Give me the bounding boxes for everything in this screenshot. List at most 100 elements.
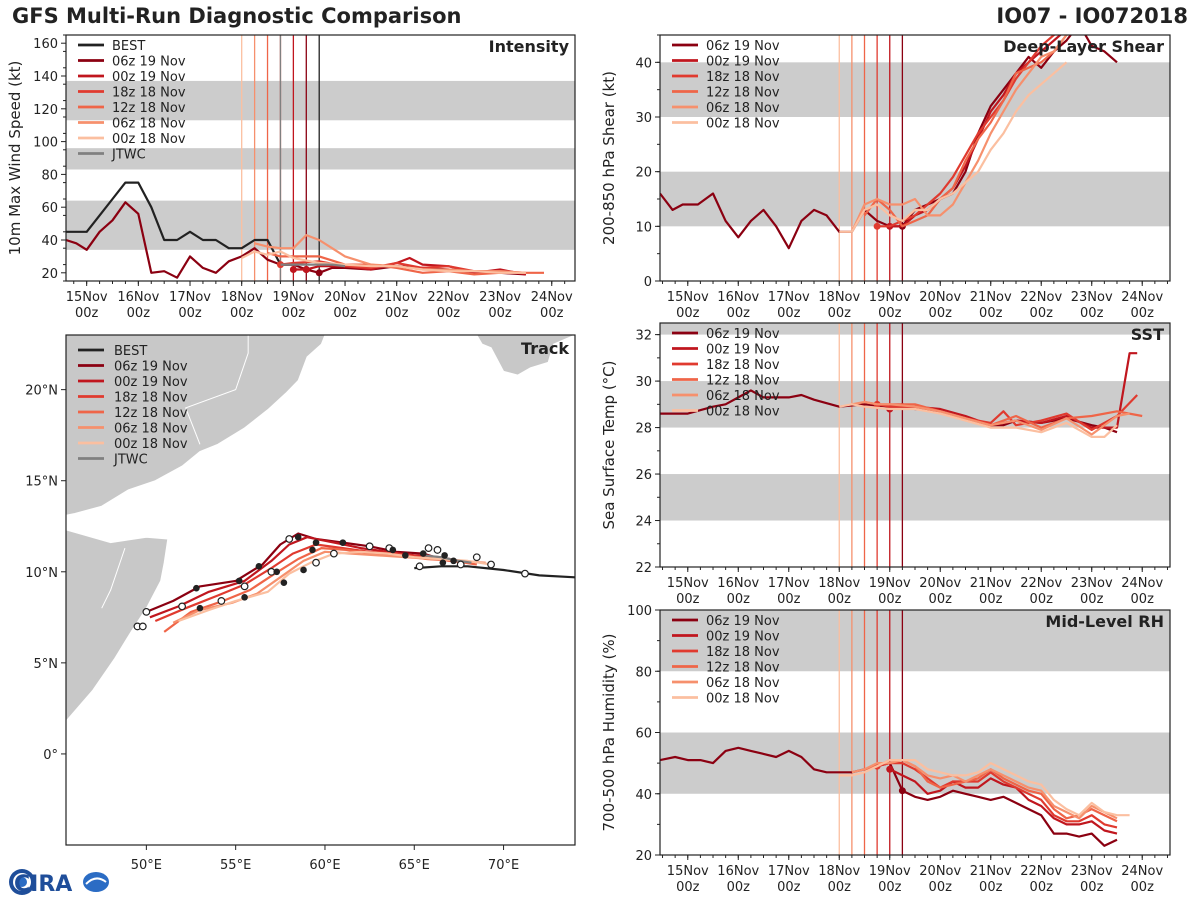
intensity-legend-label: 00z 18 Nov — [112, 132, 186, 147]
rh-ylabel: 700-500 hPa Humidity (%) — [600, 633, 618, 831]
intensity-xtick-label: 20Nov — [324, 290, 366, 305]
sst-xtick-label: 00z — [828, 592, 852, 607]
track-filled-point — [235, 577, 243, 585]
track-open-point — [365, 542, 374, 551]
intensity-band — [66, 148, 575, 170]
intensity-xtick-label: 15Nov — [66, 290, 108, 305]
rh-xtick-label: 00z — [979, 880, 1003, 895]
sst-ytick-label: 28 — [635, 422, 652, 437]
sst-xtick-label: 00z — [929, 592, 953, 607]
shear-xtick-label: 00z — [777, 306, 801, 321]
rh-ytick-label: 20 — [635, 849, 652, 864]
shear-xtick-label: 00z — [929, 306, 953, 321]
track-ytick-label: 20°N — [25, 384, 58, 399]
track-line — [145, 532, 442, 613]
intensity-xtick-label: 24Nov — [531, 290, 573, 305]
shear-xtick-label: 22Nov — [1020, 290, 1062, 305]
shear-xtick-label: 00z — [878, 306, 902, 321]
intensity-band — [66, 80, 575, 121]
rh-point — [898, 787, 906, 795]
shear-ylabel: 200-850 hPa Shear (kt) — [600, 71, 618, 245]
rh-legend-label: 00z 19 Nov — [706, 630, 780, 645]
rh-ytick-label: 40 — [635, 788, 652, 803]
track-panel: 50°E 55°E 60°E 65°E 70°E 0° 5°N 10°N 15°N 20°N Tra… — [25, 334, 576, 873]
rh-band — [660, 610, 1170, 672]
intensity-ytick-label: 60 — [41, 201, 58, 216]
track-filled-point — [294, 533, 302, 541]
sst-xtick-label: 22Nov — [1020, 576, 1062, 591]
rh-legend-label: 12z 18 Nov — [706, 661, 780, 676]
sst-xtick-label: 00z — [979, 592, 1003, 607]
intensity-frame — [65, 34, 576, 282]
rh-point — [886, 765, 894, 773]
intensity-xtick-label: 17Nov — [169, 290, 211, 305]
intensity-ytick-label: 80 — [41, 168, 58, 183]
cira-logo: CIRA — [9, 869, 109, 897]
oman-yemen-border — [185, 335, 249, 445]
shear-ytick-label: 40 — [635, 56, 652, 71]
intensity-series-line — [280, 263, 346, 268]
track-line — [414, 565, 575, 579]
somalia-border — [101, 547, 126, 609]
sst-xtick-label: 00z — [878, 592, 902, 607]
rh-panel: 2040608010015Nov00z16Nov00z17Nov00z18Nov… — [600, 604, 1171, 895]
sst-series-line — [839, 403, 1118, 438]
rh-xtick-label: 22Nov — [1020, 864, 1062, 879]
track-open-point — [285, 535, 294, 543]
track-open-point — [178, 602, 186, 611]
intensity-panel: 2040608010012014016015Nov00z16Nov00z17No… — [6, 34, 576, 321]
shear-legend-label: 18z 18 Nov — [706, 70, 780, 85]
track-ytick-label: 15°N — [25, 475, 58, 490]
storm-id: IO07 - IO072018 — [996, 4, 1188, 28]
shear-series-line — [863, 35, 1069, 228]
shear-xtick-label: 24Nov — [1121, 290, 1163, 305]
sst-xtick-label: 15Nov — [667, 576, 709, 591]
main-title: GFS Multi-Run Diagnostic Comparison — [12, 4, 462, 28]
sst-series-line — [851, 400, 1130, 436]
logo-text: CIRA — [14, 872, 72, 897]
track-filled-point — [273, 568, 281, 576]
shear-series-line — [877, 35, 1056, 228]
rh-xtick-label: 15Nov — [667, 864, 709, 879]
intensity-ytick-label: 100 — [33, 136, 58, 151]
intensity-xtick-label: 22Nov — [427, 290, 469, 305]
rh-xtick-label: 00z — [929, 880, 953, 895]
track-open-point — [329, 549, 338, 558]
intensity-point — [302, 266, 310, 274]
intensity-xtick-label: 00z — [385, 306, 409, 321]
sst-ytick-label: 30 — [635, 375, 652, 390]
rh-legend-label: 06z 18 Nov — [706, 676, 780, 691]
intensity-xtick-label: 00z — [75, 306, 99, 321]
track-filled-point — [339, 539, 347, 546]
intensity-xtick-label: 00z — [437, 306, 461, 321]
intensity-xtick-label: 19Nov — [272, 290, 314, 305]
track-open-point — [472, 553, 481, 562]
rh-xtick-label: 00z — [676, 880, 700, 895]
shear-xtick-label: 16Nov — [717, 290, 759, 305]
rh-series-line — [889, 768, 1118, 835]
rh-xtick-label: 24Nov — [1121, 864, 1163, 879]
shear-ytick-label: 0 — [644, 275, 652, 290]
track-legend-label: BEST — [114, 344, 147, 359]
track-open-point — [521, 569, 529, 578]
rh-legend-label: 18z 18 Nov — [706, 645, 780, 660]
shear-ytick-label: 30 — [635, 111, 652, 126]
track-filled-point — [441, 552, 448, 559]
track-legend-label: JTWC — [113, 453, 148, 468]
sst-xtick-label: 00z — [1080, 592, 1104, 607]
shear-legend-label: 12z 18 Nov — [706, 86, 780, 101]
sst-ytick-label: 26 — [635, 468, 652, 483]
sst-xtick-label: 00z — [676, 592, 700, 607]
intensity-legend-label: BEST — [112, 39, 145, 54]
shear-xtick-label: 18Nov — [818, 290, 860, 305]
track-filled-point — [300, 566, 307, 574]
sst-xtick-label: 24Nov — [1121, 576, 1163, 591]
track-open-point — [433, 546, 442, 554]
intensity-legend-label: 12z 18 Nov — [112, 101, 186, 116]
intensity-ylabel: 10m Max Wind Speed (kt) — [6, 61, 24, 256]
track-filled-point — [280, 579, 288, 587]
shear-xtick-label: 15Nov — [667, 290, 709, 305]
track-xtick-label: 65°E — [399, 858, 430, 873]
intensity-xtick-label: 16Nov — [117, 290, 159, 305]
rh-xtick-label: 21Nov — [970, 864, 1012, 879]
